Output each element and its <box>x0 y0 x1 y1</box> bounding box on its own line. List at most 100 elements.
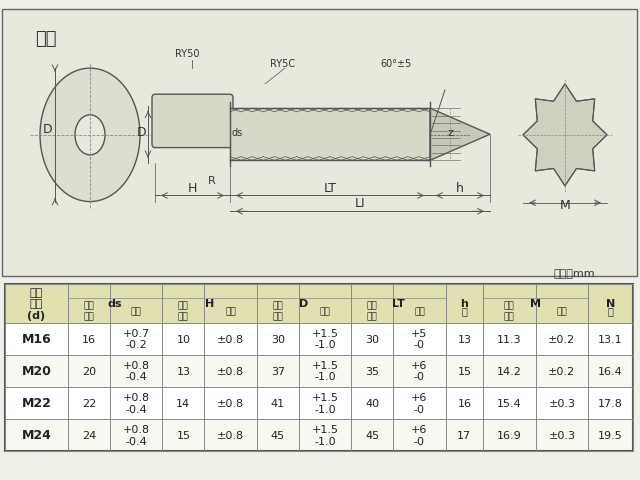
Text: h: h <box>460 299 468 309</box>
Text: 公差: 公差 <box>225 306 236 315</box>
Text: +6
-0: +6 -0 <box>412 424 428 446</box>
Text: ds: ds <box>108 299 122 309</box>
Text: ±0.8: ±0.8 <box>217 366 244 376</box>
Text: 10: 10 <box>177 334 190 344</box>
Text: RY50: RY50 <box>175 49 200 59</box>
Bar <box>5 285 633 323</box>
Text: +6
-0: +6 -0 <box>412 392 428 414</box>
Polygon shape <box>523 85 607 186</box>
Text: 公差: 公差 <box>319 306 330 315</box>
Text: 30: 30 <box>365 334 380 344</box>
Text: 22: 22 <box>82 398 96 408</box>
Text: 16.4: 16.4 <box>598 366 623 376</box>
Text: 60°±5: 60°±5 <box>380 59 412 69</box>
Ellipse shape <box>75 116 105 156</box>
Text: ±0.8: ±0.8 <box>217 430 244 440</box>
Text: 40: 40 <box>365 398 380 408</box>
Text: +6
-0: +6 -0 <box>412 360 428 382</box>
Text: ±0.2: ±0.2 <box>548 334 575 344</box>
Text: M22: M22 <box>22 396 51 409</box>
Text: 17.8: 17.8 <box>598 398 623 408</box>
Text: 單位：mm: 單位：mm <box>554 269 595 279</box>
Text: LT: LT <box>392 299 405 309</box>
Text: H: H <box>188 181 197 194</box>
Polygon shape <box>430 109 490 161</box>
Text: ±0.3: ±0.3 <box>548 430 575 440</box>
Text: 標稱
直徑
(d): 標稱 直徑 (d) <box>28 287 45 320</box>
Text: 約: 約 <box>607 306 614 316</box>
Text: ±0.2: ±0.2 <box>548 366 575 376</box>
Text: 公差: 公差 <box>131 306 141 315</box>
Bar <box>5 285 633 451</box>
Bar <box>230 109 430 161</box>
Bar <box>5 419 633 451</box>
Bar <box>5 355 633 387</box>
Text: 45: 45 <box>365 430 380 440</box>
Text: M: M <box>559 198 570 211</box>
Text: 基準
尺度: 基準 尺度 <box>273 301 283 321</box>
Text: LT: LT <box>323 181 337 194</box>
Bar <box>5 387 633 419</box>
Text: M: M <box>530 299 541 309</box>
Text: 15.4: 15.4 <box>497 398 522 408</box>
Text: D: D <box>137 126 147 139</box>
Text: ds: ds <box>232 128 243 138</box>
Text: 16.9: 16.9 <box>497 430 522 440</box>
Text: 15: 15 <box>458 366 472 376</box>
Text: 基準
尺度: 基準 尺度 <box>367 301 378 321</box>
Text: 基準
尺度: 基準 尺度 <box>84 301 94 321</box>
Text: ±0.8: ±0.8 <box>217 334 244 344</box>
Text: 11.3: 11.3 <box>497 334 522 344</box>
Text: +1.5
-1.0: +1.5 -1.0 <box>312 424 339 446</box>
Text: 35: 35 <box>365 366 380 376</box>
Text: 14: 14 <box>176 398 191 408</box>
Text: H: H <box>205 299 214 309</box>
Text: ±0.8: ±0.8 <box>217 398 244 408</box>
Text: 基準
尺度: 基準 尺度 <box>504 301 515 321</box>
Ellipse shape <box>40 69 140 202</box>
Text: +0.8
-0.4: +0.8 -0.4 <box>123 360 150 382</box>
Bar <box>5 323 633 355</box>
Text: 基準
尺度: 基準 尺度 <box>178 301 189 321</box>
Text: 16: 16 <box>82 334 96 344</box>
Text: +1.5
-1.0: +1.5 -1.0 <box>312 360 339 382</box>
Text: 45: 45 <box>271 430 285 440</box>
Text: M16: M16 <box>22 332 51 345</box>
Text: 16: 16 <box>458 398 472 408</box>
Text: 螺栓: 螺栓 <box>35 30 56 48</box>
Text: 13: 13 <box>458 334 472 344</box>
Text: 20: 20 <box>82 366 96 376</box>
Text: M24: M24 <box>22 429 51 442</box>
Text: h: h <box>456 181 464 194</box>
Text: 24: 24 <box>82 430 96 440</box>
Text: z: z <box>447 128 453 138</box>
Text: +0.8
-0.4: +0.8 -0.4 <box>123 424 150 446</box>
Text: +1.5
-1.0: +1.5 -1.0 <box>312 392 339 414</box>
Text: 30: 30 <box>271 334 285 344</box>
Text: +5
-0: +5 -0 <box>412 328 428 349</box>
Text: +0.8
-0.4: +0.8 -0.4 <box>123 392 150 414</box>
Text: M20: M20 <box>22 364 51 377</box>
Text: 公差: 公差 <box>414 306 425 315</box>
Text: 14.2: 14.2 <box>497 366 522 376</box>
Text: 37: 37 <box>271 366 285 376</box>
Text: 19.5: 19.5 <box>598 430 623 440</box>
Bar <box>5 285 633 323</box>
Text: 13: 13 <box>177 366 190 376</box>
Text: N: N <box>606 299 615 309</box>
Text: 13.1: 13.1 <box>598 334 623 344</box>
Text: 約: 約 <box>461 306 467 316</box>
Text: RY5C: RY5C <box>270 59 295 69</box>
Text: 公差: 公差 <box>556 306 567 315</box>
Text: +0.7
-0.2: +0.7 -0.2 <box>123 328 150 349</box>
Text: +1.5
-1.0: +1.5 -1.0 <box>312 328 339 349</box>
Text: 41: 41 <box>271 398 285 408</box>
Text: 17: 17 <box>458 430 472 440</box>
Text: LI: LI <box>355 197 365 210</box>
Text: ±0.3: ±0.3 <box>548 398 575 408</box>
Text: D: D <box>43 123 53 136</box>
Text: 15: 15 <box>177 430 190 440</box>
Text: D: D <box>300 299 308 309</box>
FancyBboxPatch shape <box>152 95 233 148</box>
Text: R: R <box>208 176 216 186</box>
